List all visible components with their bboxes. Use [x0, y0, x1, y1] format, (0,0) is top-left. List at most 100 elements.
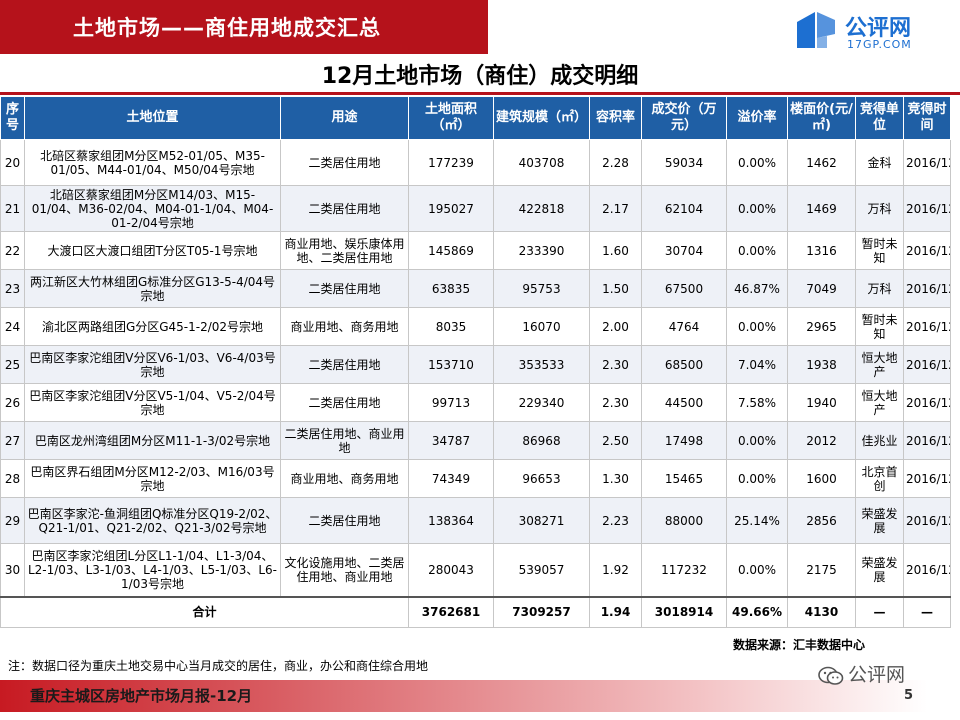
cell-no: 27 — [0, 421, 25, 460]
cell-date: 2016/12/8 — [903, 421, 951, 460]
footer-title: 重庆主城区房地产市场月报-12月 — [30, 687, 253, 705]
cell-land-area: 177239 — [408, 139, 494, 186]
cell-no: 26 — [0, 383, 25, 422]
cell-use: 二类居住用地 — [280, 269, 409, 308]
cell-floor-price: 1469 — [787, 185, 856, 232]
logo-name: 公评网 — [845, 16, 912, 41]
cell-land-area: 153710 — [408, 345, 494, 384]
cell-use: 二类居住用地、商业用地 — [280, 421, 409, 460]
cell-price: 4764 — [641, 307, 727, 346]
cell-building-scale: 539057 — [493, 543, 590, 597]
cell-no: 20 — [0, 139, 25, 186]
cell-date: 2016/12/14 — [903, 139, 951, 186]
cell-no: 29 — [0, 497, 25, 544]
cell-no: 25 — [0, 345, 25, 384]
cell-price: 62104 — [641, 185, 727, 232]
cell-location: 巴南区李家沱组团L分区L1-1/04、L1-3/04、L2-1/03、L3-1/… — [24, 543, 281, 597]
cell-use: 商业用地、娱乐康体用地、二类居住用地 — [280, 231, 409, 270]
logo-icon — [797, 12, 835, 48]
table-row: 23 两江新区大竹林组团G标准分区G13-5-4/04号宗地 二类居住用地 63835… — [0, 269, 951, 308]
transactions-table: 序号 土地位置 用途 土地面积（㎡） 建筑规模（㎡） 容积率 成交价（万元） 溢… — [0, 96, 951, 628]
cell-location: 北碚区蔡家组团M分区M14/03、M15-01/04、M36-02/04、M04… — [24, 185, 281, 232]
cell-location: 北碚区蔡家组团M分区M52-01/05、M35-01/05、M44-01/04、… — [24, 139, 281, 186]
cell-price: 68500 — [641, 345, 727, 384]
cell-use: 二类居住用地 — [280, 185, 409, 232]
cell-price: 88000 — [641, 497, 727, 544]
cell-use: 二类居住用地 — [280, 345, 409, 384]
cell-location: 大渡口区大渡口组团T分区T05-1号宗地 — [24, 231, 281, 270]
cell-land-area: 145869 — [408, 231, 494, 270]
cell-far: 2.28 — [589, 139, 642, 186]
cell-date: 2016/12/7 — [903, 543, 951, 597]
cell-price: 17498 — [641, 421, 727, 460]
cell-no: 22 — [0, 231, 25, 270]
cell-no: 23 — [0, 269, 25, 308]
cell-premium: 0.00% — [726, 185, 788, 232]
cell-date: 2016/12/14 — [903, 231, 951, 270]
cell-building-scale: 422818 — [493, 185, 590, 232]
cell-land-area: 74349 — [408, 459, 494, 498]
cell-land-area: 195027 — [408, 185, 494, 232]
cell-land-area: 99713 — [408, 383, 494, 422]
total-far: 1.94 — [589, 595, 642, 628]
footer-band — [0, 680, 927, 712]
col-header: 土地位置 — [24, 96, 281, 140]
total-date: — — [903, 595, 951, 628]
cell-location: 巴南区龙州湾组团M分区M11-1-3/02号宗地 — [24, 421, 281, 460]
cell-winner: 金科 — [855, 139, 904, 186]
cell-far: 1.50 — [589, 269, 642, 308]
cell-building-scale: 95753 — [493, 269, 590, 308]
logo-domain: 17GP.COM — [847, 38, 912, 51]
cell-date: 2016/12/8 — [903, 383, 951, 422]
cell-building-scale: 229340 — [493, 383, 590, 422]
cell-price: 59034 — [641, 139, 727, 186]
cell-premium: 0.00% — [726, 421, 788, 460]
cell-building-scale: 403708 — [493, 139, 590, 186]
total-label: 合计 — [0, 595, 409, 628]
site-logo: 公评网 17GP.COM — [795, 8, 955, 54]
cell-use: 文化设施用地、二类居住用地、商业用地 — [280, 543, 409, 597]
cell-price: 67500 — [641, 269, 727, 308]
total-premium: 49.66% — [726, 595, 788, 628]
col-header: 容积率 — [589, 96, 642, 140]
cell-price: 30704 — [641, 231, 727, 270]
cell-use: 二类居住用地 — [280, 139, 409, 186]
cell-winner: 恒大地产 — [855, 383, 904, 422]
table-row: 28 巴南区界石组团M分区M12-2/03、M16/03号宗地 商业用地、商务用地 7… — [0, 459, 951, 498]
table-row: 25 巴南区李家沱组团V分区V6-1/03、V6-4/03号宗地 二类居住用地 153… — [0, 345, 951, 384]
cell-use: 二类居住用地 — [280, 497, 409, 544]
cell-floor-price: 1600 — [787, 459, 856, 498]
table-row: 26 巴南区李家沱组团V分区V5-1/04、V5-2/04号宗地 二类居住用地 997… — [0, 383, 951, 422]
header-band — [0, 0, 488, 54]
cell-winner: 万科 — [855, 185, 904, 232]
cell-location: 两江新区大竹林组团G标准分区G13-5-4/04号宗地 — [24, 269, 281, 308]
col-header: 溢价率 — [726, 96, 788, 140]
table-row: 22 大渡口区大渡口组团T分区T05-1号宗地 商业用地、娱乐康体用地、二类居住用地… — [0, 231, 951, 270]
cell-location: 渝北区两路组团G分区G45-1-2/02号宗地 — [24, 307, 281, 346]
cell-far: 2.30 — [589, 383, 642, 422]
cell-winner: 暂时未知 — [855, 231, 904, 270]
cell-far: 1.92 — [589, 543, 642, 597]
cell-date: 2016/12/7 — [903, 459, 951, 498]
col-header: 楼面价(元/㎡) — [787, 96, 856, 140]
cell-building-scale: 233390 — [493, 231, 590, 270]
col-header: 土地面积（㎡） — [408, 96, 494, 140]
cell-land-area: 280043 — [408, 543, 494, 597]
cell-location: 巴南区李家沱组团V分区V6-1/03、V6-4/03号宗地 — [24, 345, 281, 384]
col-header: 竞得单位 — [855, 96, 904, 140]
cell-building-scale: 16070 — [493, 307, 590, 346]
cell-no: 21 — [0, 185, 25, 232]
cell-location: 巴南区李家沱-鱼洞组团Q标准分区Q19-2/02、Q21-1/01、Q21-2/… — [24, 497, 281, 544]
cell-floor-price: 1316 — [787, 231, 856, 270]
table-row: 30 巴南区李家沱组团L分区L1-1/04、L1-3/04、L2-1/03、L3-… — [0, 543, 951, 597]
col-header: 建筑规模（㎡） — [493, 96, 590, 140]
cell-floor-price: 2965 — [787, 307, 856, 346]
cell-floor-price: 7049 — [787, 269, 856, 308]
cell-land-area: 138364 — [408, 497, 494, 544]
cell-winner: 北京首创 — [855, 459, 904, 498]
cell-land-area: 63835 — [408, 269, 494, 308]
total-winner: — — [855, 595, 904, 628]
cell-premium: 0.00% — [726, 307, 788, 346]
cell-date: 2016/12/8 — [903, 345, 951, 384]
cell-far: 2.50 — [589, 421, 642, 460]
